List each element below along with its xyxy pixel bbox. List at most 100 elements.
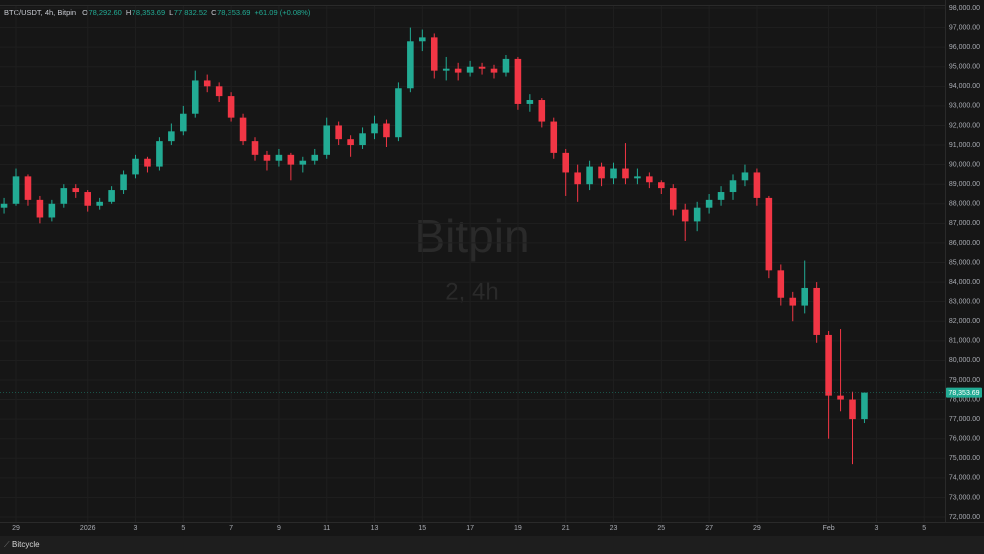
y-tick-label: 95,000.00	[949, 64, 980, 71]
y-tick-label: 98,000.00	[949, 5, 980, 12]
symbol: BTC/USDT, 4h, Bitpin	[4, 8, 76, 17]
x-tick-label: 29	[12, 525, 20, 532]
candle-body	[311, 154, 319, 161]
candle-body	[765, 197, 773, 271]
candle-body	[490, 68, 498, 73]
candle-body	[514, 58, 522, 104]
candle-body	[395, 88, 402, 138]
candle-body	[335, 125, 342, 140]
y-tick-label: 84,000.00	[949, 279, 980, 286]
x-tick-label: 21	[562, 525, 570, 532]
candle-body	[383, 123, 390, 138]
candle-body	[0, 203, 8, 208]
candle-body	[323, 125, 330, 155]
candle-body	[753, 172, 761, 198]
candle-body	[574, 172, 581, 185]
ohlc-value: 78,292.60	[88, 8, 121, 17]
ohlc-label: O	[82, 8, 88, 17]
candle-body	[634, 176, 641, 179]
x-tick-label: 9	[277, 525, 281, 532]
y-tick-label: 89,000.00	[949, 181, 980, 188]
candle-body	[263, 154, 271, 161]
candle-body	[741, 172, 749, 181]
candle-body	[646, 176, 653, 183]
y-tick-label: 86,000.00	[949, 240, 980, 247]
candle-body	[777, 270, 785, 298]
candle-body	[191, 80, 199, 114]
x-tick-label: 3	[874, 525, 878, 532]
candle-body	[442, 68, 450, 71]
x-tick-label: 29	[753, 525, 761, 532]
candle-body	[849, 399, 856, 420]
y-tick-label: 96,000.00	[949, 44, 980, 51]
candle-body	[586, 166, 593, 185]
candle-body	[48, 203, 56, 218]
y-tick-label: 85,000.00	[949, 259, 980, 266]
y-tick-label: 75,000.00	[949, 455, 980, 462]
y-tick-label: 78,000.00	[949, 396, 980, 403]
watermark-sub: 2, 4h	[445, 278, 498, 305]
candle-body	[466, 66, 474, 73]
candle-body	[789, 297, 797, 306]
candle-body	[36, 199, 44, 218]
candle-body	[598, 166, 605, 179]
candle-body	[526, 100, 534, 104]
candle-body	[203, 80, 211, 87]
candle-body	[168, 131, 175, 142]
x-tick-label: 7	[229, 525, 233, 532]
y-tick-label: 90,000.00	[949, 161, 980, 168]
header: BTC/USDT, 4h, Bitpin O 78,292.60 H 78,353.69…	[4, 8, 311, 17]
candle-body	[215, 86, 223, 97]
y-tick-label: 92,000.00	[949, 122, 980, 129]
candle-body	[156, 141, 163, 167]
candle-body	[84, 192, 91, 206]
y-tick-label: 94,000.00	[949, 83, 980, 90]
candle-body	[96, 201, 103, 206]
x-tick-label: 11	[323, 525, 330, 532]
candle-body	[359, 133, 366, 146]
candle-body	[24, 176, 32, 200]
candle-body	[729, 180, 737, 193]
candle-body	[299, 160, 307, 165]
y-tick-label: 76,000.00	[949, 436, 980, 443]
candle-body	[180, 113, 187, 132]
candle-body	[478, 66, 486, 69]
last-price-label: 78,353.69	[948, 390, 979, 397]
candle-body	[610, 168, 617, 179]
candle-body	[801, 287, 808, 306]
ohlc-value: 78,353.69	[132, 8, 165, 17]
candle-body	[251, 141, 259, 155]
watermark: Bitpin	[414, 210, 529, 262]
candle-body	[287, 154, 295, 165]
bottom-icon[interactable]: ⟋	[4, 540, 10, 549]
candle-body	[693, 207, 701, 222]
candle-body	[60, 188, 68, 204]
candle-body	[419, 37, 426, 42]
candle-body	[120, 174, 127, 191]
candle-body	[705, 199, 713, 208]
candle-body	[371, 123, 378, 134]
candle-body	[108, 190, 115, 202]
x-tick-label: 5	[181, 525, 185, 532]
candle-body	[347, 139, 354, 146]
y-tick-label: 81,000.00	[949, 338, 980, 345]
candle-body	[681, 209, 689, 222]
y-tick-label: 87,000.00	[949, 220, 980, 227]
x-tick-label: 5	[922, 525, 926, 532]
x-tick-label: Feb	[823, 525, 835, 532]
y-tick-label: 83,000.00	[949, 299, 980, 306]
x-tick-label: 25	[657, 525, 665, 532]
y-tick-label: 80,000.00	[949, 357, 980, 364]
footer-label: Bitcycle	[12, 540, 40, 549]
candle-body	[454, 68, 462, 73]
candle-body	[12, 176, 20, 204]
x-tick-label: 19	[514, 525, 522, 532]
y-tick-label: 74,000.00	[949, 475, 980, 482]
candle-body	[502, 58, 510, 73]
bottom-bar	[0, 536, 984, 554]
candle-body	[717, 192, 725, 200]
candle-body	[861, 392, 868, 420]
candle-body	[72, 188, 80, 193]
